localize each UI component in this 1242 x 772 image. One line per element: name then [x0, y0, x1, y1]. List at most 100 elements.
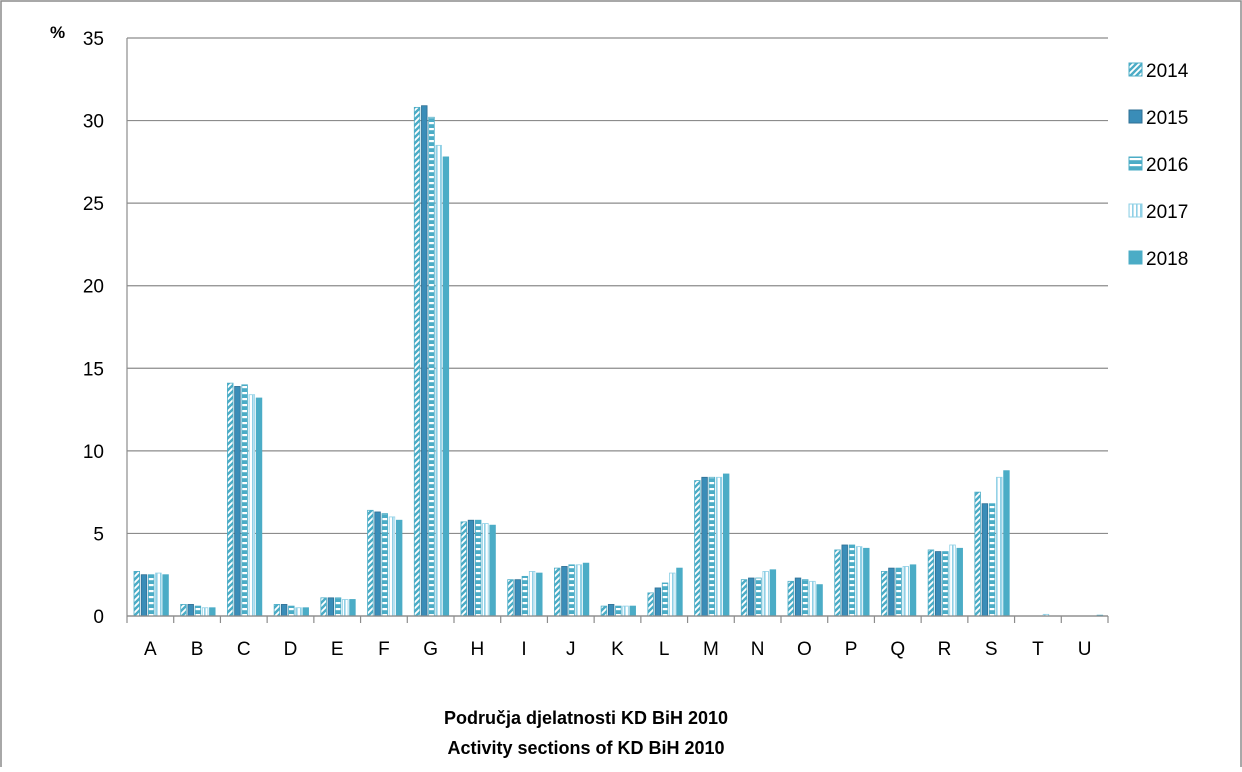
bar-2015-G — [421, 105, 428, 617]
bar-2014-Q — [881, 571, 888, 617]
bar-2015-K — [607, 604, 615, 617]
gridlines — [126, 37, 1108, 617]
bar-2017-R — [949, 544, 956, 617]
y-tick-labels: 0 5 10 15 20 25 30 35 — [83, 29, 104, 628]
x-tick-label: A — [144, 639, 157, 660]
bar-2016-J — [568, 564, 575, 617]
bar-2014-N — [740, 579, 748, 617]
x-tick-label: N — [751, 639, 765, 660]
bar-2018-P — [863, 547, 870, 617]
x-tick-labels: A B C D E F G H I J K L M N O P Q R S T U — [144, 639, 1091, 660]
bar-2018-N — [769, 569, 777, 617]
bar-2014-K — [600, 605, 608, 617]
bar-2015-B — [187, 604, 194, 617]
y-tick-label: 25 — [83, 194, 104, 215]
bar-2016-B — [194, 605, 202, 617]
x-axis-title-line2: Activity sections of KD BiH 2010 — [447, 738, 724, 758]
bar-2014-E — [320, 597, 327, 617]
legend-label: 2014 — [1146, 61, 1189, 82]
bar-2017-Q — [902, 566, 910, 617]
legend-swatch-2017 — [1128, 203, 1143, 218]
bar-2015-P — [841, 544, 848, 617]
bar-2016-Q — [895, 567, 902, 617]
bar-2018-E — [349, 599, 356, 617]
x-tick-label: H — [470, 639, 484, 660]
x-tick-label: C — [237, 639, 251, 660]
bar-2017-M — [715, 476, 723, 617]
bar-2015-S — [981, 503, 989, 617]
bar-2016-L — [661, 582, 669, 617]
x-tick-label: F — [378, 639, 390, 660]
bar-2017-B — [201, 607, 209, 617]
bar-2018-A — [162, 574, 169, 617]
bar-2017-E — [342, 599, 349, 617]
bar-2015-Q — [888, 567, 895, 617]
bar-2016-O — [802, 579, 809, 617]
bar-2014-A — [133, 571, 140, 617]
bar-2015-D — [280, 604, 288, 617]
bar-2014-F — [367, 509, 374, 617]
bar-2017-D — [295, 607, 302, 617]
x-tick-label: E — [331, 639, 344, 660]
bar-2018-D — [302, 607, 309, 617]
bar-2014-S — [974, 491, 981, 617]
bar-2014-L — [647, 592, 654, 617]
bar-2018-H — [489, 524, 496, 617]
bar-2015-N — [748, 577, 755, 617]
x-tick-label: I — [521, 639, 526, 660]
bar-2017-G — [435, 144, 442, 617]
bar-2014-O — [787, 580, 794, 617]
bar-2016-M — [708, 476, 715, 617]
bar-2016-E — [334, 597, 342, 617]
bar-2015-J — [561, 566, 568, 617]
bar-2016-A — [147, 574, 155, 617]
bar-2015-C — [234, 386, 241, 617]
bar-2014-I — [507, 579, 514, 617]
bar-2014-C — [227, 382, 234, 617]
bar-2017-I — [528, 571, 536, 617]
bar-2018-I — [536, 572, 543, 617]
bar-2018-R — [956, 547, 963, 617]
x-tick-label: Q — [890, 639, 905, 660]
bar-2017-F — [388, 516, 396, 617]
bar-2017-J — [575, 564, 583, 617]
legend: 2014 2015 2016 2017 2018 — [1128, 61, 1189, 270]
x-tick-label: M — [703, 639, 719, 660]
bar-2017-A — [155, 572, 162, 617]
y-tick-label: 30 — [83, 112, 104, 133]
y-tick-label: 20 — [83, 277, 104, 298]
x-tick-label: L — [659, 639, 670, 660]
bar-2018-G — [442, 156, 450, 617]
bar-2018-S — [1003, 470, 1010, 617]
bar-2017-N — [762, 571, 769, 617]
bar-2015-A — [140, 574, 148, 617]
y-tick-label: 5 — [93, 524, 104, 545]
legend-swatch-2018 — [1128, 250, 1143, 265]
bar-2016-S — [988, 503, 996, 617]
bar-2015-R — [934, 551, 942, 617]
x-tick-label: S — [985, 639, 998, 660]
bar-2014-J — [554, 567, 561, 617]
bar-2014-D — [273, 604, 281, 617]
y-unit-label: % — [50, 23, 65, 42]
x-axis-title-line1: Područja djelatnosti KD BiH 2010 — [444, 708, 728, 728]
bar-2014-P — [834, 549, 841, 617]
legend-swatch-2014 — [1128, 62, 1143, 77]
bar-2016-C — [241, 384, 248, 617]
x-tick-label: T — [1032, 639, 1044, 660]
legend-label: 2017 — [1146, 202, 1188, 223]
x-tick-label: B — [191, 639, 204, 660]
x-tick-label: K — [611, 639, 624, 660]
bar-2018-L — [676, 567, 683, 617]
legend-label: 2015 — [1146, 108, 1188, 129]
bar-2016-P — [848, 544, 856, 617]
bar-2016-I — [521, 575, 529, 617]
x-tick-label: U — [1078, 639, 1092, 660]
bar-2018-J — [582, 562, 590, 617]
bar-2018-M — [722, 473, 730, 617]
bar-2014-G — [413, 106, 421, 617]
y-tick-label: 0 — [93, 607, 104, 628]
bar-2015-M — [701, 476, 708, 617]
x-axis — [126, 615, 1109, 623]
bar-2017-K — [622, 605, 629, 617]
